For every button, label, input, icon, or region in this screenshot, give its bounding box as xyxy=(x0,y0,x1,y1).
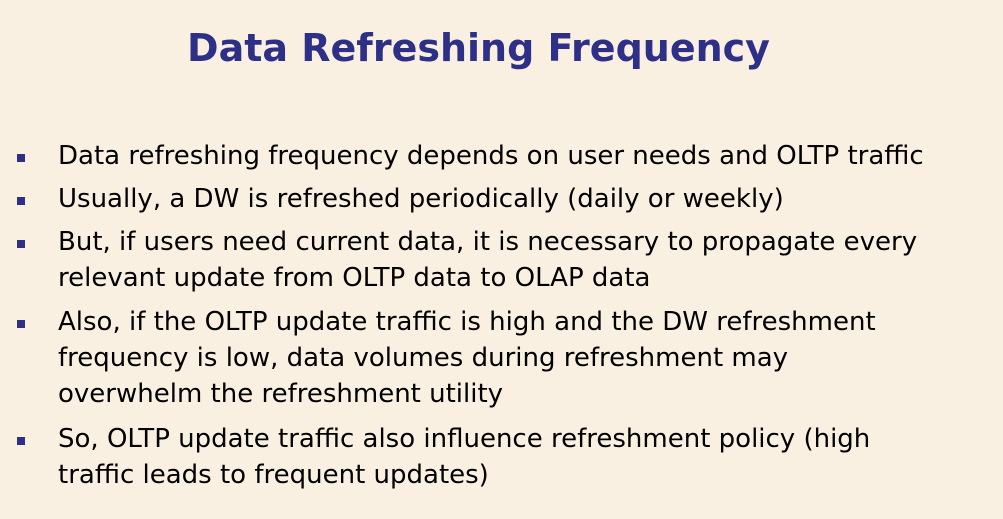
bullet-square-icon xyxy=(17,240,25,248)
bullet-square-icon xyxy=(17,320,25,328)
bullet-square-icon xyxy=(17,437,25,445)
slide-title: Data Refreshing Frequency xyxy=(187,26,770,70)
bullet-text: Usually, a DW is refreshed periodically … xyxy=(58,184,784,214)
bullet-text: Data refreshing frequency depends on use… xyxy=(58,141,924,171)
bullet-text: Also, if the OLTP update traffic is high… xyxy=(58,307,876,409)
bullet-square-icon xyxy=(17,197,25,205)
bullet-text: So, OLTP update traffic also influence r… xyxy=(58,424,871,490)
bullet-square-icon xyxy=(17,154,25,162)
bullet-text: But, if users need current data, it is n… xyxy=(58,227,918,293)
